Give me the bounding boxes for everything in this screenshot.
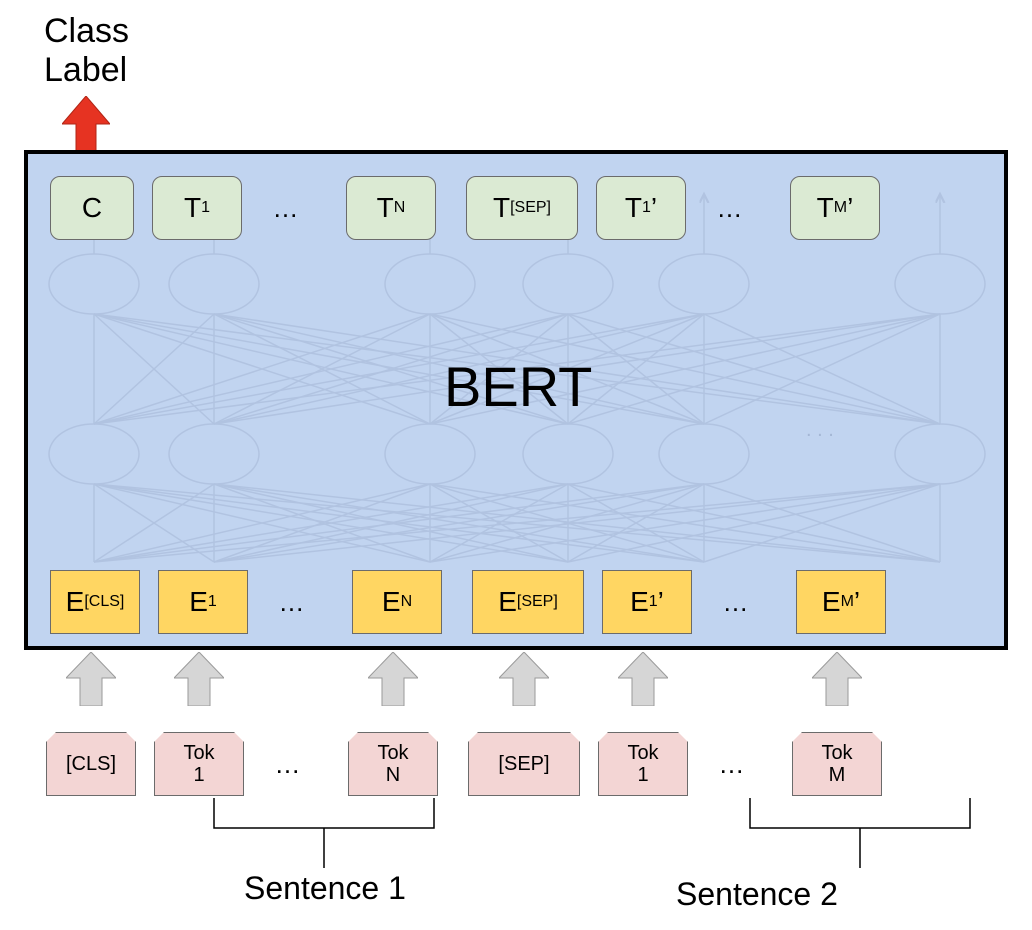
- sentence2-label: Sentence 2: [676, 876, 838, 913]
- sentence2-bracket: [0, 0, 1032, 930]
- bert-diagram: ClassLabel: [0, 0, 1032, 930]
- sentence1-label: Sentence 1: [244, 870, 406, 907]
